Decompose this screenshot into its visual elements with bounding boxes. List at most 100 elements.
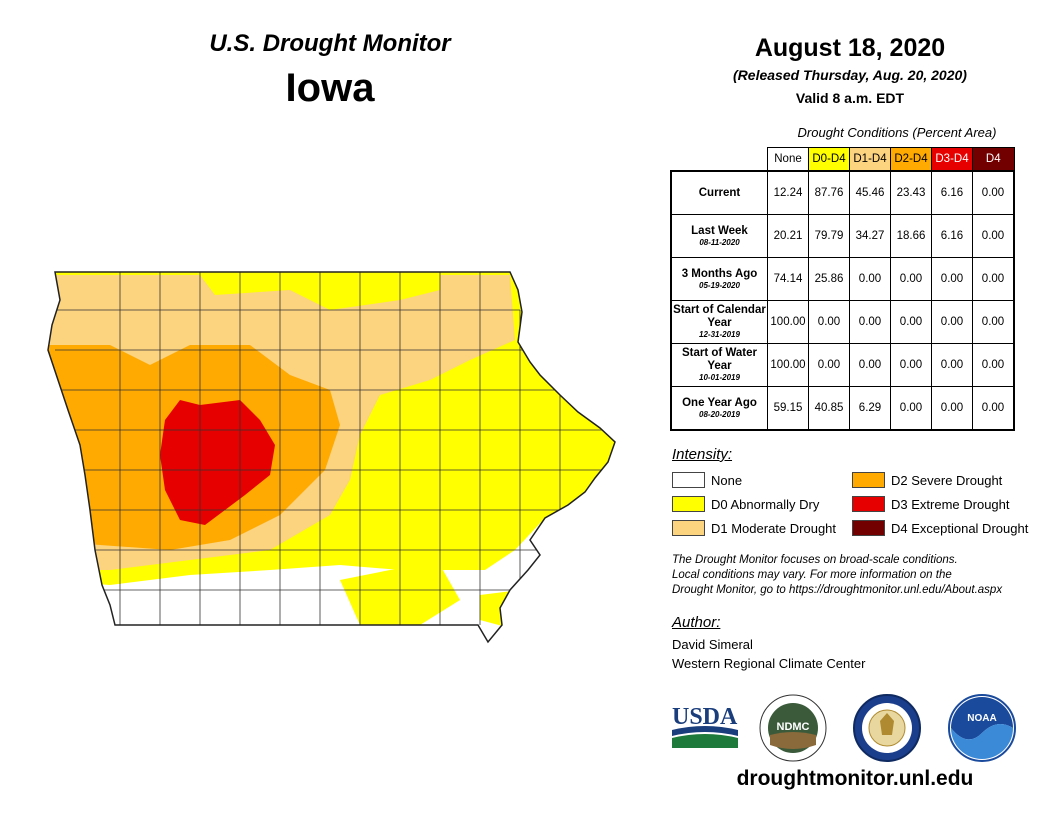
author-org: Western Regional Climate Center xyxy=(672,656,866,671)
table-header-row: None D0-D4 D1-D4 D2-D4 D3-D4 D4 xyxy=(671,147,1015,172)
row-sublabel: 10-01-2019 xyxy=(699,373,740,382)
svg-text:USDA: USDA xyxy=(672,704,738,730)
cell-value: 0.00 xyxy=(972,257,1015,301)
author-name: David Simeral xyxy=(672,637,753,652)
cell-value: 0.00 xyxy=(849,257,891,301)
table-caption: Drought Conditions (Percent Area) xyxy=(797,125,997,140)
cell-value: 0.00 xyxy=(849,300,891,344)
cell-value: 100.00 xyxy=(767,343,809,387)
legend-item-d3: D3 Extreme Drought xyxy=(852,495,1010,513)
cell-value: 23.43 xyxy=(890,170,932,215)
row-label: One Year Ago 08-20-2019 xyxy=(670,386,768,431)
cell-value: 0.00 xyxy=(972,214,1015,258)
state-title: Iowa xyxy=(285,66,375,110)
col-header-d4: D4 xyxy=(972,147,1015,172)
legend-label: D1 Moderate Drought xyxy=(711,520,837,536)
drought-stats-table: None D0-D4 D1-D4 D2-D4 D3-D4 D4 Current … xyxy=(670,147,1015,431)
table-row: Current 12.24 87.76 45.46 23.43 6.16 0.0… xyxy=(670,170,1015,215)
row-sublabel: 12-31-2019 xyxy=(699,330,740,339)
row-label: Current xyxy=(670,170,768,215)
legend-item-d0: D0 Abnormally Dry xyxy=(672,495,819,513)
usda-logo: USDA xyxy=(672,704,738,748)
legend-swatch xyxy=(672,520,705,536)
website-url[interactable]: droughtmonitor.unl.edu xyxy=(736,767,974,790)
svg-text:NDMC: NDMC xyxy=(777,721,810,733)
cell-value: 0.00 xyxy=(972,300,1015,344)
map-date: August 18, 2020 xyxy=(754,34,946,62)
legend-title: Intensity: xyxy=(672,446,733,463)
cell-value: 74.14 xyxy=(767,257,809,301)
cell-value: 18.66 xyxy=(890,214,932,258)
cell-value: 0.00 xyxy=(808,343,850,387)
cell-value: 6.16 xyxy=(931,170,973,215)
row-label: Last Week 08-11-2020 xyxy=(670,214,768,258)
cell-value: 0.00 xyxy=(890,257,932,301)
program-title: U.S. Drought Monitor xyxy=(209,30,451,57)
col-header-d3-d4: D3-D4 xyxy=(931,147,973,172)
iowa-border xyxy=(47,271,616,644)
legend-label: D3 Extreme Drought xyxy=(891,496,1010,512)
cell-value: 12.24 xyxy=(767,170,809,215)
legend-label: D0 Abnormally Dry xyxy=(711,496,820,512)
region-d3 xyxy=(160,400,275,525)
legend-item-none: None xyxy=(672,471,742,489)
iowa-drought-map xyxy=(47,271,616,644)
legend-label: D2 Severe Drought xyxy=(891,472,1003,488)
cell-value: 45.46 xyxy=(849,170,891,215)
col-header-none: None xyxy=(767,147,809,172)
cell-value: 0.00 xyxy=(890,386,932,431)
commerce-seal-logo xyxy=(853,694,921,762)
legend-label: None xyxy=(711,472,743,488)
cell-value: 59.15 xyxy=(767,386,809,431)
region-d0-southeast xyxy=(480,590,540,628)
cell-value: 0.00 xyxy=(972,386,1015,431)
cell-value: 0.00 xyxy=(931,257,973,301)
legend-swatch xyxy=(852,496,885,512)
noaa-logo: NOAA xyxy=(948,694,1016,762)
legend-item-d2: D2 Severe Drought xyxy=(852,471,1002,489)
table-row: Start of Water Year 10-01-2019 100.00 0.0… xyxy=(670,343,1015,387)
cell-value: 0.00 xyxy=(808,300,850,344)
legend-swatch xyxy=(852,472,885,488)
table-row: 3 Months Ago 05-19-2020 74.14 25.86 0.00 … xyxy=(670,257,1015,301)
ndmc-logo: NDMC xyxy=(759,694,827,762)
disclaimer-note: The Drought Monitor focuses on broad-sca… xyxy=(672,553,1032,598)
row-label: Start of Calendar Year 12-31-2019 xyxy=(670,300,768,344)
row-label: Start of Water Year 10-01-2019 xyxy=(670,343,768,387)
table-row: One Year Ago 08-20-2019 59.15 40.85 6.29 … xyxy=(670,386,1015,431)
cell-value: 0.00 xyxy=(972,343,1015,387)
cell-value: 0.00 xyxy=(890,343,932,387)
note-line: Local conditions may vary. For more info… xyxy=(672,569,952,581)
cell-value: 0.00 xyxy=(890,300,932,344)
cell-value: 100.00 xyxy=(767,300,809,344)
cell-value: 0.00 xyxy=(931,343,973,387)
cell-value: 20.21 xyxy=(767,214,809,258)
note-line: Drought Monitor, go to https://droughtmo… xyxy=(672,584,1003,596)
cell-value: 34.27 xyxy=(849,214,891,258)
table-row: Last Week 08-11-2020 20.21 79.79 34.27 18… xyxy=(670,214,1015,258)
table-corner xyxy=(671,148,768,172)
cell-value: 87.76 xyxy=(808,170,850,215)
row-sublabel: 08-11-2020 xyxy=(699,237,740,247)
legend-swatch xyxy=(672,496,705,512)
col-header-d1-d4: D1-D4 xyxy=(849,147,891,172)
county-lines xyxy=(55,272,605,625)
col-header-d0-d4: D0-D4 xyxy=(808,147,850,172)
legend-label: D4 Exceptional Drought xyxy=(891,520,1029,536)
legend-swatch xyxy=(672,472,705,488)
legend-item-d4: D4 Exceptional Drought xyxy=(852,519,1028,537)
author-title: Author: xyxy=(672,614,721,631)
valid-time: Valid 8 a.m. EDT xyxy=(795,90,905,106)
cell-value: 0.00 xyxy=(849,343,891,387)
cell-value: 79.79 xyxy=(808,214,850,258)
cell-value: 0.00 xyxy=(931,300,973,344)
release-date: (Released Thursday, Aug. 20, 2020) xyxy=(733,67,967,83)
note-line: The Drought Monitor focuses on broad-sca… xyxy=(672,554,958,566)
table-row: Start of Calendar Year 12-31-2019 100.00 … xyxy=(670,300,1015,344)
cell-value: 6.29 xyxy=(849,386,891,431)
cell-value: 0.00 xyxy=(931,386,973,431)
cell-value: 6.16 xyxy=(931,214,973,258)
legend-item-d1: D1 Moderate Drought xyxy=(672,519,836,537)
cell-value: 40.85 xyxy=(808,386,850,431)
svg-text:NOAA: NOAA xyxy=(967,713,996,724)
